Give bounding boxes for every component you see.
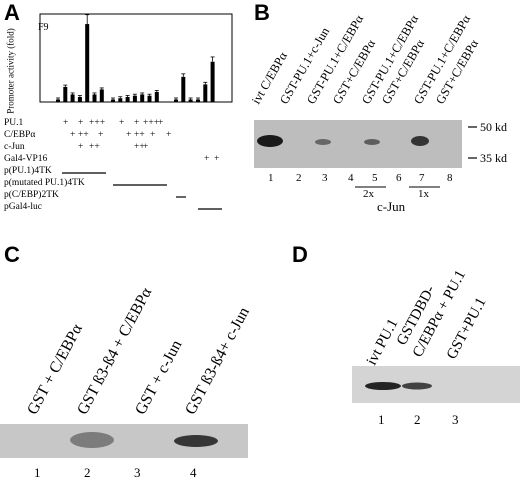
condition-mark: +: [78, 118, 84, 128]
bar: [77, 96, 82, 102]
marker-35kd: 35 kd: [480, 151, 507, 165]
bar: [203, 84, 208, 102]
bar: [85, 24, 90, 102]
row-label-cjun: c-Jun: [4, 142, 25, 152]
condition-mark: +: [119, 118, 125, 128]
bar: [92, 94, 97, 102]
panel-b-letter: B: [254, 0, 270, 25]
ratio-1x: 1x: [418, 188, 429, 200]
bar: [140, 94, 145, 102]
lane-number: 2: [84, 465, 91, 480]
condition-mark: +: [150, 130, 156, 140]
condition-mark: +: [204, 154, 210, 164]
condition-mark: +: [158, 118, 164, 128]
lane-number: 8: [447, 172, 453, 184]
lane-number: 4: [348, 172, 354, 184]
construct-label-cebp: p(C/EBP)2TK: [4, 190, 59, 200]
lane-number: 7: [419, 172, 425, 184]
bar: [125, 96, 130, 102]
gel-band: [257, 135, 283, 147]
panel-a-construct-lines: [62, 172, 222, 210]
lane-number: 3: [322, 172, 328, 184]
lane-number: 3: [134, 465, 141, 480]
panel-a-bar-chart: [39, 13, 233, 103]
bar: [188, 99, 193, 102]
lane-number: 6: [396, 172, 402, 184]
construct-label-gal4: pGal4-luc: [4, 202, 42, 212]
condition-mark: +: [214, 154, 220, 164]
panel-b-gel: [254, 120, 462, 168]
gel-band: [315, 139, 331, 145]
gel-band: [364, 139, 380, 145]
panel-a-inset-label: F9: [38, 22, 49, 33]
ratio-2x: 2x: [363, 188, 374, 200]
cjun-group-label: c-Jun: [377, 199, 406, 214]
bar: [111, 99, 115, 102]
condition-mark: +: [143, 142, 149, 152]
lane-number: 5: [372, 172, 378, 184]
condition-mark: ++: [78, 130, 89, 140]
bar: [132, 95, 137, 102]
bar: [118, 98, 123, 102]
lane-number: 3: [452, 412, 459, 427]
bar: [196, 99, 200, 102]
gel-band: [402, 382, 432, 390]
bar: [63, 86, 68, 102]
panel-c-letter: C: [4, 242, 20, 267]
lane-number: 2: [414, 412, 421, 427]
gel-band: [411, 136, 429, 146]
condition-mark: +: [70, 130, 76, 140]
condition-mark: +++: [89, 118, 106, 128]
gel-band: [70, 432, 114, 448]
construct-label-mutated: p(mutated PU.1)4TK: [4, 178, 85, 188]
construct-label-pu1: p(PU.1)4TK: [4, 166, 52, 176]
lane-number: 4: [190, 465, 197, 480]
bar: [181, 76, 186, 102]
condition-mark: +: [78, 142, 84, 152]
bar: [174, 99, 178, 102]
lane-number: 1: [378, 412, 385, 427]
condition-mark: ++: [89, 142, 100, 152]
condition-mark: +: [134, 118, 140, 128]
condition-mark: +: [98, 130, 104, 140]
condition-mark: +: [166, 130, 172, 140]
lane-number: 2: [296, 172, 302, 184]
row-label-pu1: PU.1: [4, 118, 24, 128]
panel-d-letter: D: [292, 242, 308, 267]
lane-number: 1: [34, 465, 41, 480]
condition-mark: ++: [134, 130, 145, 140]
bar: [210, 61, 215, 102]
bar: [154, 91, 159, 102]
condition-mark: +++: [143, 118, 160, 128]
gel-band: [174, 435, 218, 447]
row-label-cebpa: C/EBPα: [4, 130, 36, 140]
condition-mark: ++: [134, 142, 145, 152]
bar: [99, 89, 104, 102]
bar: [70, 94, 75, 102]
bar: [147, 95, 152, 102]
gel-band: [365, 382, 401, 390]
condition-mark: +: [126, 130, 132, 140]
bar: [56, 99, 60, 102]
lane-number: 1: [268, 172, 274, 184]
condition-mark: +: [63, 118, 69, 128]
row-label-gal4vp16: Gal4-VP16: [4, 154, 48, 164]
panel-a-letter: A: [4, 0, 20, 25]
marker-50kd: 50 kd: [480, 120, 507, 134]
